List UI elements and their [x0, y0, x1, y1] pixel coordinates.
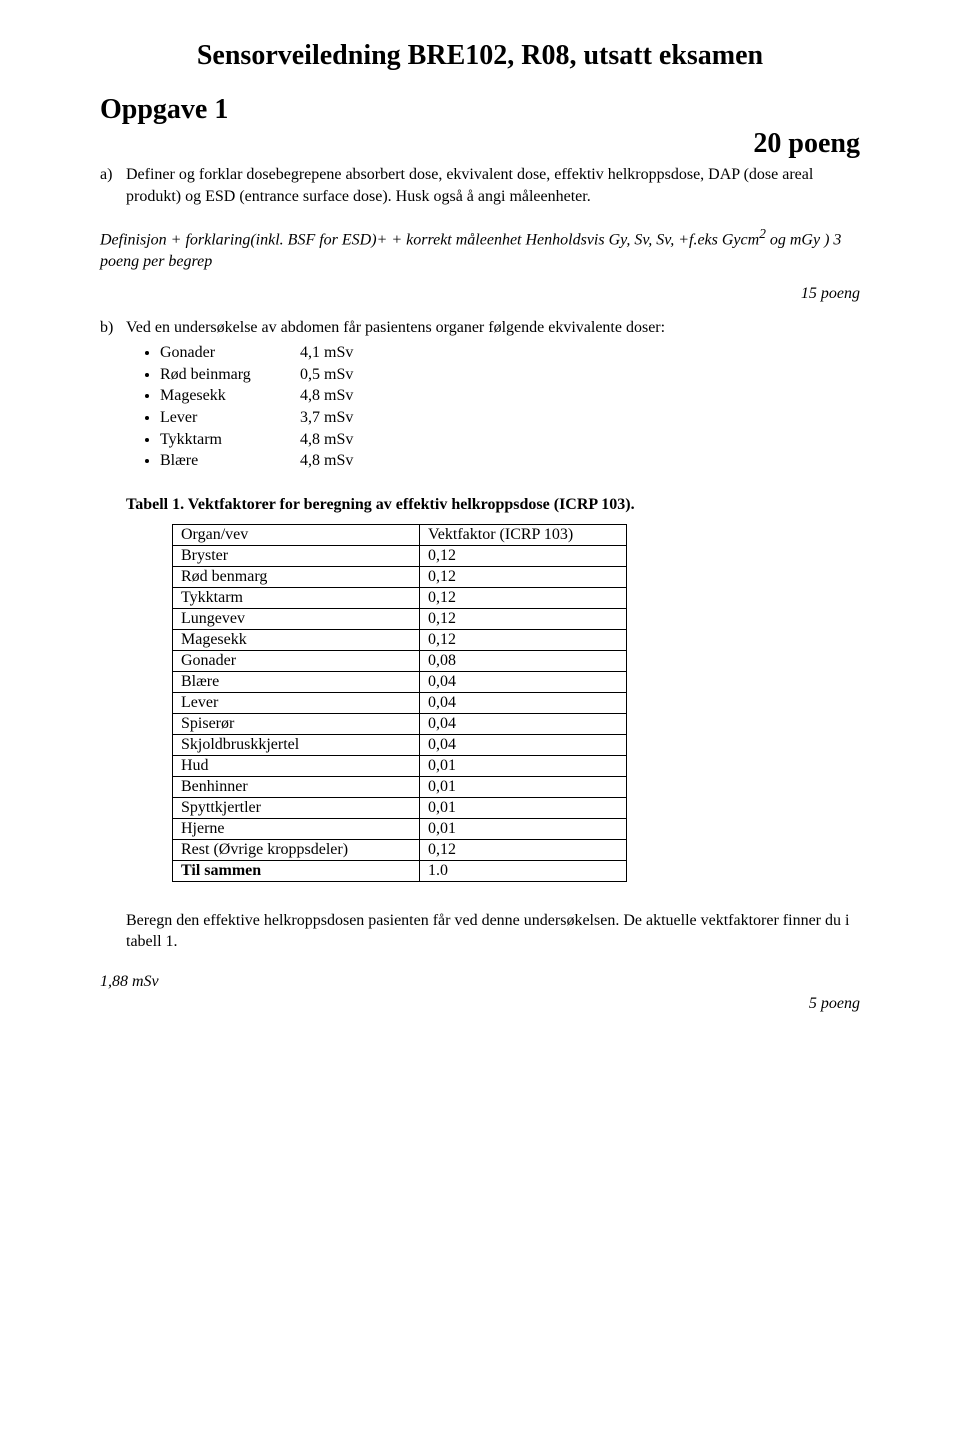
page: Sensorveiledning BRE102, R08, utsatt eks…	[0, 0, 960, 1073]
table-cell-organ: Rød benmarg	[173, 566, 420, 587]
dose-value: 4,8 mSv	[300, 385, 353, 407]
list-item: Magesekk4,8 mSv	[160, 385, 860, 407]
table-cell-organ: Hud	[173, 755, 420, 776]
table-cell-organ: Rest (Øvrige kroppsdeler)	[173, 839, 420, 860]
after-table-text: Beregn den effektive helkroppsdosen pasi…	[126, 910, 860, 953]
table-cell-val: 0,12	[420, 587, 627, 608]
part-a-note-line1: Definisjon + forklaring(inkl. BSF for ES…	[100, 232, 759, 249]
table-cell-val: 0,12	[420, 566, 627, 587]
table-row: Rest (Øvrige kroppsdeler)0,12	[173, 839, 627, 860]
table-row: Hud0,01	[173, 755, 627, 776]
table-cell-val: 0,04	[420, 692, 627, 713]
table-row: Blære0,04	[173, 671, 627, 692]
table-cell-val: 0,01	[420, 776, 627, 797]
table-cell-val: 0,08	[420, 650, 627, 671]
part-b-intro: Ved en undersøkelse av abdomen får pasie…	[126, 317, 665, 339]
table-cell-val: 0,12	[420, 545, 627, 566]
table-cell-val: 0,04	[420, 671, 627, 692]
list-item: Lever3,7 mSv	[160, 407, 860, 429]
table-cell-organ: Skjoldbruskkjertel	[173, 734, 420, 755]
table-row: Hjerne0,01	[173, 818, 627, 839]
table-cell-val: 0,12	[420, 608, 627, 629]
table-cell-organ: Spyttkjertler	[173, 797, 420, 818]
section-points: 20 poeng	[100, 128, 860, 160]
table-cell-val: 0,01	[420, 755, 627, 776]
dose-value: 4,8 mSv	[300, 429, 353, 451]
table-total-row: Til sammen 1.0	[173, 860, 627, 881]
table-cell-organ: Tykktarm	[173, 587, 420, 608]
table-cell-organ: Magesekk	[173, 629, 420, 650]
table-row: Lever0,04	[173, 692, 627, 713]
part-b: b) Ved en undersøkelse av abdomen får pa…	[100, 317, 860, 339]
table-header-row: Organ/vev Vektfaktor (ICRP 103)	[173, 524, 627, 545]
table-row: Spiserør0,04	[173, 713, 627, 734]
final-points: 5 poeng	[100, 995, 860, 1013]
dose-value: 3,7 mSv	[300, 407, 353, 429]
table-cell-organ: Lever	[173, 692, 420, 713]
table-cell-val: 0,01	[420, 818, 627, 839]
dose-value: 4,8 mSv	[300, 450, 353, 472]
dose-label: Blære	[160, 450, 300, 472]
answer-value: 1,88 mSv	[100, 973, 860, 991]
dose-label: Lever	[160, 407, 300, 429]
table-row: Rød benmarg0,12	[173, 566, 627, 587]
part-a-marker: a)	[100, 164, 126, 207]
table-row: Skjoldbruskkjertel0,04	[173, 734, 627, 755]
table-cell-organ: Hjerne	[173, 818, 420, 839]
part-a: a) Definer og forklar dosebegrepene abso…	[100, 164, 860, 207]
table-cell-organ: Gonader	[173, 650, 420, 671]
table-row: Gonader0,08	[173, 650, 627, 671]
table-row: Benhinner0,01	[173, 776, 627, 797]
table-cell-val: 0,01	[420, 797, 627, 818]
part-a-text: Definer og forklar dosebegrepene absorbe…	[126, 164, 860, 207]
part-a-subpoints: 15 poeng	[100, 285, 860, 303]
table-caption: Tabell 1. Vektfaktorer for beregning av …	[126, 496, 860, 514]
table-cell-val: 0,12	[420, 839, 627, 860]
dose-value: 4,1 mSv	[300, 342, 353, 364]
document-title: Sensorveiledning BRE102, R08, utsatt eks…	[100, 40, 860, 72]
section-heading: Oppgave 1	[100, 94, 860, 126]
dose-value: 0,5 mSv	[300, 364, 353, 386]
list-item: Gonader4,1 mSv	[160, 342, 860, 364]
table-cell-val: 0,04	[420, 734, 627, 755]
dose-label: Rød beinmarg	[160, 364, 300, 386]
table-header-val: Vektfaktor (ICRP 103)	[420, 524, 627, 545]
table-row: Bryster0,12	[173, 545, 627, 566]
part-a-note-sup: 2	[759, 226, 766, 241]
table-cell-val: 0,12	[420, 629, 627, 650]
table-row: Magesekk0,12	[173, 629, 627, 650]
table-cell-organ: Lungevev	[173, 608, 420, 629]
table-cell-organ: Benhinner	[173, 776, 420, 797]
dose-list: Gonader4,1 mSv Rød beinmarg0,5 mSv Mages…	[160, 342, 860, 472]
table-cell-val: 0,04	[420, 713, 627, 734]
table-row: Lungevev0,12	[173, 608, 627, 629]
part-b-marker: b)	[100, 317, 126, 339]
table-total-val: 1.0	[420, 860, 627, 881]
table-header-organ: Organ/vev	[173, 524, 420, 545]
dose-label: Gonader	[160, 342, 300, 364]
table-row: Spyttkjertler0,01	[173, 797, 627, 818]
list-item: Tykktarm4,8 mSv	[160, 429, 860, 451]
table-cell-organ: Bryster	[173, 545, 420, 566]
table-cell-organ: Spiserør	[173, 713, 420, 734]
table-cell-organ: Blære	[173, 671, 420, 692]
list-item: Rød beinmarg0,5 mSv	[160, 364, 860, 386]
dose-label: Tykktarm	[160, 429, 300, 451]
table-row: Tykktarm0,12	[173, 587, 627, 608]
part-a-note: Definisjon + forklaring(inkl. BSF for ES…	[100, 225, 860, 273]
weight-factor-table: Organ/vev Vektfaktor (ICRP 103) Bryster0…	[172, 524, 627, 882]
dose-label: Magesekk	[160, 385, 300, 407]
table-total-label: Til sammen	[173, 860, 420, 881]
list-item: Blære4,8 mSv	[160, 450, 860, 472]
